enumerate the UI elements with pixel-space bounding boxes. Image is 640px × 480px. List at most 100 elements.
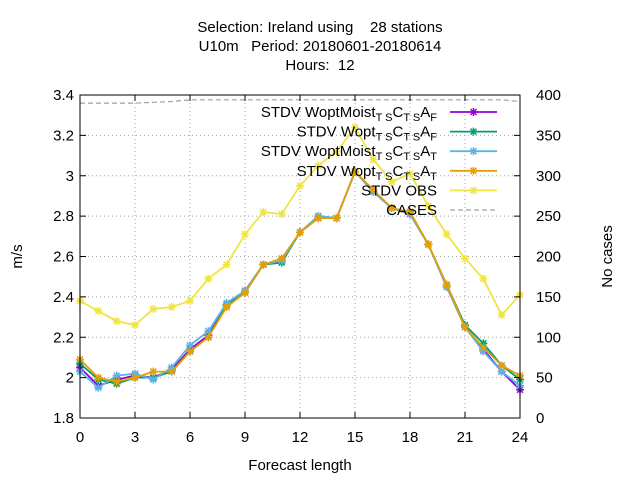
marker-stroke — [278, 254, 286, 263]
series-line — [79, 170, 521, 391]
data-point — [314, 214, 323, 223]
legend-label: STDV WoptT SCT SAF — [297, 124, 438, 144]
series-1 — [76, 167, 524, 388]
marker-stroke — [498, 368, 506, 376]
legend-subscript: T S — [376, 112, 393, 124]
x-tick-label: 18 — [402, 429, 419, 446]
marker-stroke — [498, 311, 506, 319]
legend-text-part: C — [392, 163, 403, 180]
y2-tick-label: 350 — [536, 127, 561, 144]
data-point — [112, 377, 121, 386]
x-tick-label: 6 — [186, 429, 194, 446]
y-tick-label: 3.4 — [53, 87, 74, 104]
data-point — [442, 280, 451, 289]
legend-subscript: T S — [403, 151, 420, 163]
data-point — [469, 108, 478, 116]
marker-stroke — [296, 228, 304, 236]
data-point — [387, 177, 396, 186]
data-point — [222, 260, 231, 269]
marker-stroke — [479, 343, 487, 351]
legend-subscript: T S — [403, 171, 420, 183]
data-point — [469, 127, 478, 136]
marker-stroke — [131, 374, 139, 382]
data-point — [204, 274, 213, 283]
y2-tick-label: 250 — [536, 208, 561, 225]
marker-stroke — [204, 333, 212, 341]
legend-text-part: A — [420, 104, 430, 121]
data-point — [94, 383, 103, 392]
y2-tick-label: 50 — [536, 370, 553, 387]
marker-stroke — [424, 240, 432, 248]
marker-stroke — [333, 147, 341, 156]
y-axis-label: m/s — [9, 244, 26, 268]
legend-item: CASES — [386, 202, 497, 219]
marker-stroke — [369, 156, 377, 164]
marker-stroke — [388, 204, 396, 212]
marker-stroke — [149, 368, 157, 376]
legend-text-part: C — [392, 143, 403, 160]
data-point — [241, 288, 249, 297]
marker-stroke — [113, 317, 121, 325]
data-point — [369, 185, 378, 194]
marker-stroke — [469, 128, 478, 136]
marker-stroke — [186, 341, 194, 349]
y2-tick-label: 100 — [536, 329, 561, 346]
marker-stroke — [94, 384, 102, 392]
legend-label: STDV OBS — [361, 182, 437, 199]
series-3 — [76, 167, 524, 386]
data-point — [497, 311, 506, 320]
marker-stroke — [296, 182, 304, 190]
marker-stroke — [94, 307, 102, 315]
legend-item: STDV WoptT SCT SAT — [297, 163, 497, 183]
legend-text-part: STDV Wopt — [297, 124, 377, 141]
y-tick-label: 2.6 — [53, 249, 74, 266]
legend-subscript: F — [430, 112, 437, 124]
data-point — [222, 302, 231, 311]
legend-label: STDV WoptMoistT SCT SAT — [261, 143, 437, 163]
marker-stroke — [406, 170, 414, 178]
data-point — [131, 373, 139, 382]
marker-stroke — [94, 374, 102, 382]
y-tick-label: 3 — [66, 168, 74, 185]
marker-stroke — [469, 108, 478, 116]
data-point — [259, 260, 268, 269]
legend-text-part: C — [392, 104, 403, 121]
legend-item: STDV WoptMoistT SCT SAT — [261, 143, 497, 163]
marker-stroke — [406, 208, 414, 216]
y-tick-label: 2 — [66, 370, 74, 387]
marker-stroke — [223, 303, 231, 311]
legend-subscript: T S — [376, 151, 393, 163]
legend-subscript: T S — [376, 171, 393, 183]
data-point — [461, 254, 469, 263]
chart-title-line: Selection: Ireland using 28 stations — [197, 19, 442, 36]
data-point — [112, 317, 121, 326]
y-tick-label: 2.8 — [53, 208, 74, 225]
marker-stroke — [259, 261, 267, 269]
x-tick-label: 9 — [241, 429, 249, 446]
data-point — [469, 147, 478, 156]
data-point — [332, 147, 341, 156]
marker-stroke — [469, 147, 478, 155]
data-point — [442, 230, 451, 239]
data-point — [277, 210, 286, 219]
series-4 — [76, 123, 524, 330]
chart-title-line: Hours: 12 — [285, 57, 354, 74]
marker-stroke — [351, 123, 359, 131]
legend-text-part: C — [392, 124, 403, 141]
grid-lines — [80, 95, 520, 418]
data-point — [131, 321, 139, 330]
legend-text-part: A — [420, 163, 430, 180]
chart-title: Selection: Ireland using 28 stations U10m… — [197, 19, 442, 74]
data-point — [461, 323, 469, 332]
axis-ticks: 0 3 6 9 12 15 18 21 24 1.8 2 2.2 2.4 2.6 2.8 3 3.2 3.4 0 50… — [53, 87, 561, 446]
data-point — [351, 167, 359, 176]
data-point — [149, 304, 158, 313]
data-point — [204, 333, 213, 342]
data-point — [469, 166, 478, 175]
marker-stroke — [259, 208, 267, 216]
marker-stroke — [131, 321, 139, 329]
marker-stroke — [223, 261, 231, 269]
data-point — [149, 367, 158, 376]
marker-stroke — [113, 378, 121, 386]
